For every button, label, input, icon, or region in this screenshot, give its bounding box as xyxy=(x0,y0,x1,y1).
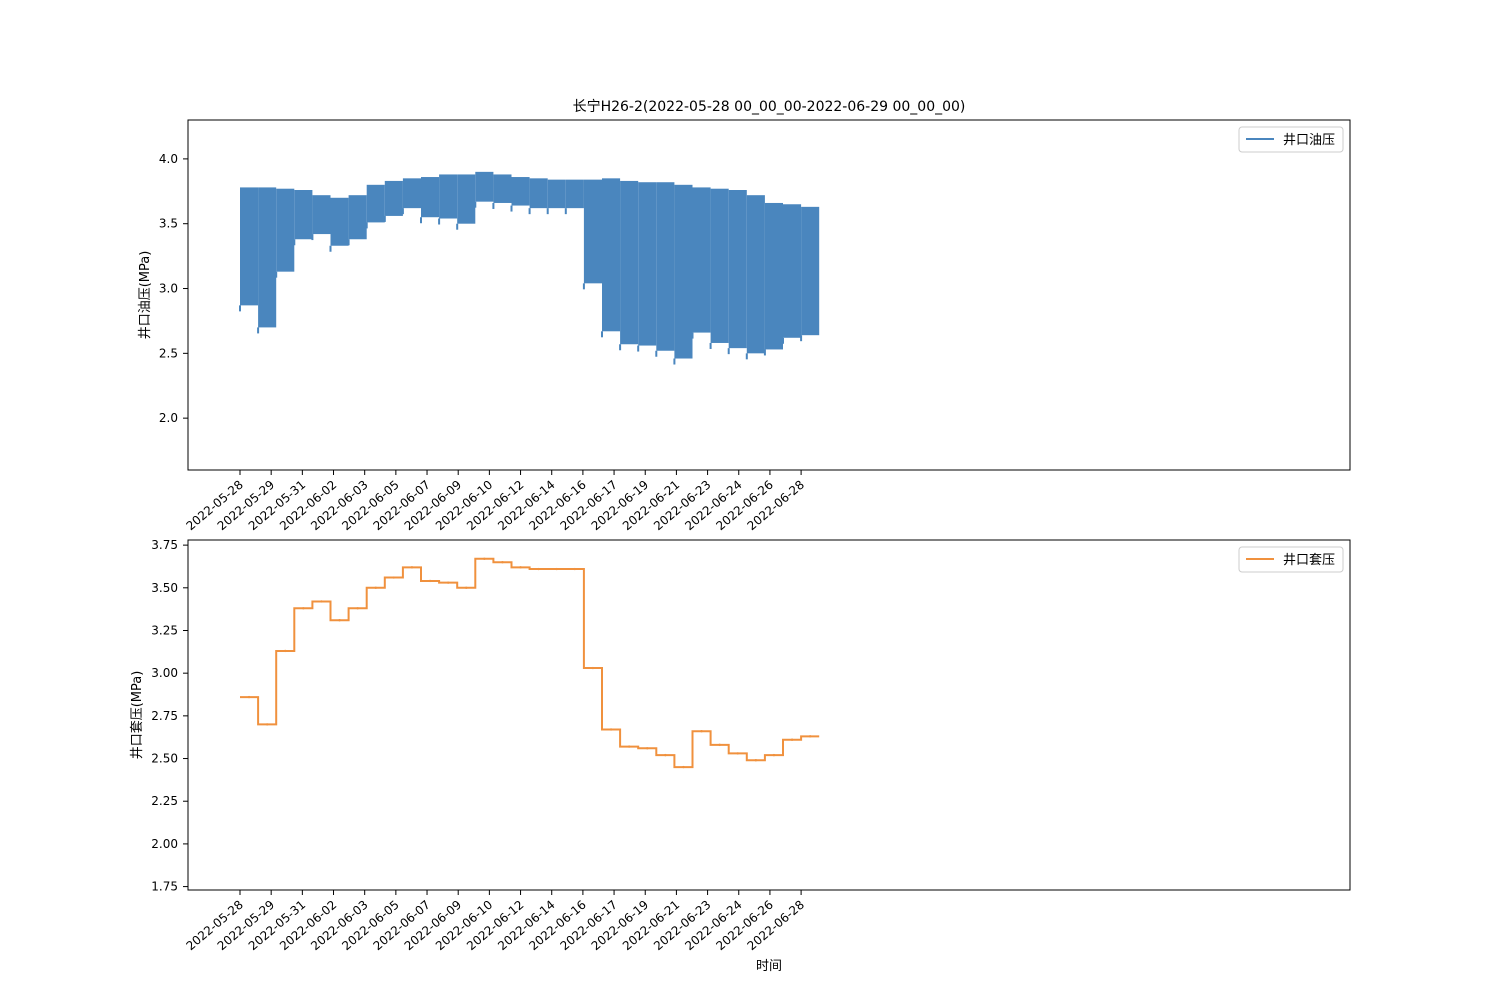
oil-pressure-band-segment xyxy=(366,184,385,223)
bottom-y-tick-label: 2.25 xyxy=(151,794,178,808)
top-y-tick-label: 4.0 xyxy=(159,152,178,166)
top-legend: 井口油压 xyxy=(1238,126,1344,153)
oil-pressure-band-segment xyxy=(493,174,512,203)
casing-pressure-point xyxy=(446,581,450,584)
bottom-x-axis-label: 时间 xyxy=(756,959,782,974)
casing-pressure-point xyxy=(284,649,287,653)
oil-pressure-band-segment xyxy=(547,179,566,209)
bottom-y-tick-label: 2.75 xyxy=(151,709,178,723)
oil-pressure-band-segment xyxy=(258,187,277,328)
oil-pressure-band-segment xyxy=(801,206,820,336)
casing-pressure-point xyxy=(302,607,305,610)
casing-pressure-point xyxy=(646,747,649,750)
casing-pressure-point xyxy=(247,695,251,699)
oil-pressure-band-segment xyxy=(746,195,765,354)
top-y-axis-label: 井口油压(MPa) xyxy=(138,251,153,340)
top-axes-frame xyxy=(187,119,1351,471)
casing-pressure-point xyxy=(320,600,323,603)
casing-pressure-point xyxy=(736,752,739,755)
casing-pressure-point xyxy=(410,566,414,569)
bottom-legend: 井口套压 xyxy=(1238,546,1344,573)
casing-pressure-point xyxy=(682,765,685,769)
casing-pressure-point xyxy=(664,753,667,757)
oil-pressure-band-segment xyxy=(276,188,295,272)
bottom-axes-frame xyxy=(187,539,1351,891)
oil-pressure-band-segment xyxy=(511,177,530,206)
top-y-tick-label: 2.0 xyxy=(159,411,178,425)
bottom-y-tick-label: 3.75 xyxy=(151,538,178,552)
casing-pressure-point xyxy=(700,730,703,733)
chart-title: 长宁H26-2(2022-05-28 00_00_00-2022-06-29 0… xyxy=(573,98,966,115)
oil-pressure-band-segment xyxy=(294,190,313,240)
top-y-tick-label: 2.5 xyxy=(159,346,178,360)
casing-pressure-point xyxy=(591,666,595,670)
top-y-tick-label: 3.0 xyxy=(159,282,178,296)
oil-pressure-band-segment xyxy=(421,177,440,218)
casing-pressure-point xyxy=(428,579,432,583)
oil-pressure-band-segment xyxy=(384,180,403,216)
casing-pressure-point xyxy=(754,759,758,762)
oil-pressure-band-segment xyxy=(764,202,783,350)
oil-pressure-band-segment xyxy=(439,174,458,219)
bottom-y-tick-label: 3.25 xyxy=(151,623,178,637)
casing-pressure-point xyxy=(555,567,558,571)
oil-pressure-band-segment xyxy=(240,187,259,306)
casing-pressure-point xyxy=(772,753,776,757)
bottom-y-axis-label: 井口套压(MPa) xyxy=(129,671,145,760)
oil-pressure-band-segment xyxy=(602,178,621,332)
oil-pressure-band-segment xyxy=(330,197,349,246)
casing-pressure-point xyxy=(609,728,613,731)
oil-pressure-band-segment xyxy=(529,178,548,209)
casing-pressure-point xyxy=(519,566,522,569)
casing-pressure-point xyxy=(374,586,377,590)
casing-pressure-point xyxy=(790,738,794,741)
oil-pressure-band-segment xyxy=(656,182,675,351)
casing-pressure-point xyxy=(573,567,577,571)
oil-pressure-band-segment xyxy=(583,179,602,284)
bottom-y-tick-label: 3.50 xyxy=(151,581,178,595)
oil-pressure-band-segment xyxy=(638,182,657,346)
bottom-y-tick-label: 3.00 xyxy=(151,666,178,680)
oil-pressure-band-segment xyxy=(728,190,747,349)
bottom-y-tick-label: 1.75 xyxy=(151,880,178,894)
top-y-tick-label: 3.5 xyxy=(159,217,178,231)
casing-pressure-point xyxy=(265,723,269,726)
casing-pressure-point xyxy=(808,735,812,738)
casing-pressure-point xyxy=(392,576,396,579)
oil-pressure-band-segment xyxy=(457,174,476,224)
bottom-y-tick-label: 2.50 xyxy=(151,752,178,766)
bottom-legend-label: 井口套压 xyxy=(1283,552,1335,568)
oil-pressure-band-segment xyxy=(475,171,494,202)
bottom-y-tick-label: 2.00 xyxy=(151,837,178,851)
oil-pressure-band-segment xyxy=(620,180,639,345)
casing-pressure-point xyxy=(465,586,468,590)
top-legend-label: 井口油压 xyxy=(1283,133,1335,148)
casing-pressure-point xyxy=(356,607,359,610)
oil-pressure-band-segment xyxy=(348,195,367,240)
casing-pressure-point xyxy=(537,567,540,571)
casing-pressure-point xyxy=(483,557,486,560)
oil-pressure-band-segment xyxy=(783,204,802,338)
casing-pressure-point xyxy=(627,745,631,748)
casing-pressure-point xyxy=(718,743,721,747)
oil-pressure-band-segment xyxy=(692,187,711,333)
oil-pressure-band-segment xyxy=(312,195,331,235)
oil-pressure-band-segment xyxy=(565,179,584,209)
oil-pressure-band-segment xyxy=(710,188,729,343)
casing-pressure-point xyxy=(338,619,341,622)
casing-pressure-point xyxy=(501,560,504,564)
oil-pressure-band-segment xyxy=(674,184,693,359)
oil-pressure-band-segment xyxy=(402,178,421,209)
